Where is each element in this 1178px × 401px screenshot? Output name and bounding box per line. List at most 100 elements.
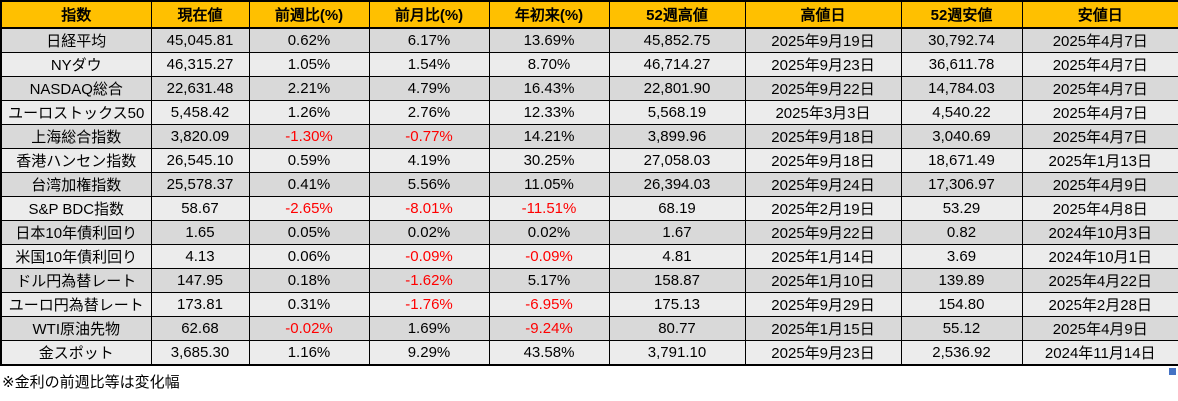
cell-low_date[interactable]: 2025年4月8日 [1021,196,1178,221]
cell-low_date[interactable]: 2024年10月1日 [1021,244,1178,269]
cell-ytd[interactable]: -6.95% [488,292,610,317]
cell-name[interactable]: NYダウ [0,52,152,77]
cell-high_date[interactable]: 2025年9月18日 [744,124,902,149]
cell-wow[interactable]: 0.06% [248,244,370,269]
cell-low52[interactable]: 18,671.49 [900,148,1023,173]
cell-ytd[interactable]: 5.17% [488,268,610,293]
cell-mom[interactable]: 1.69% [368,316,490,341]
cell-low52[interactable]: 53.29 [900,196,1023,221]
selection-fill-handle[interactable] [1169,368,1176,375]
column-header-low_date[interactable]: 安値日 [1021,0,1178,29]
cell-mom[interactable]: 4.19% [368,148,490,173]
cell-low_date[interactable]: 2024年11月14日 [1021,340,1178,366]
cell-wow[interactable]: 0.59% [248,148,370,173]
cell-current[interactable]: 173.81 [150,292,250,317]
column-header-mom[interactable]: 前月比(%) [368,0,490,29]
cell-low52[interactable]: 0.82 [900,220,1023,245]
cell-mom[interactable]: 9.29% [368,340,490,366]
cell-low52[interactable]: 154.80 [900,292,1023,317]
cell-wow[interactable]: 0.62% [248,27,370,53]
cell-current[interactable]: 5,458.42 [150,100,250,125]
cell-mom[interactable]: -0.09% [368,244,490,269]
cell-wow[interactable]: -2.65% [248,196,370,221]
cell-low_date[interactable]: 2025年4月7日 [1021,124,1178,149]
cell-ytd[interactable]: -9.24% [488,316,610,341]
cell-name[interactable]: 米国10年債利回り [0,244,152,269]
cell-low_date[interactable]: 2025年1月13日 [1021,148,1178,173]
cell-low_date[interactable]: 2025年4月7日 [1021,52,1178,77]
cell-current[interactable]: 26,545.10 [150,148,250,173]
cell-wow[interactable]: 1.16% [248,340,370,366]
cell-mom[interactable]: 1.54% [368,52,490,77]
cell-low52[interactable]: 139.89 [900,268,1023,293]
cell-wow[interactable]: -0.02% [248,316,370,341]
cell-mom[interactable]: -1.62% [368,268,490,293]
cell-mom[interactable]: 5.56% [368,172,490,197]
cell-mom[interactable]: 0.02% [368,220,490,245]
cell-name[interactable]: 香港ハンセン指数 [0,148,152,173]
cell-current[interactable]: 58.67 [150,196,250,221]
cell-current[interactable]: 46,315.27 [150,52,250,77]
cell-wow[interactable]: 0.05% [248,220,370,245]
cell-current[interactable]: 62.68 [150,316,250,341]
cell-high52[interactable]: 26,394.03 [608,172,746,197]
cell-name[interactable]: 日経平均 [0,27,152,53]
cell-name[interactable]: 日本10年債利回り [0,220,152,245]
cell-high_date[interactable]: 2025年9月24日 [744,172,902,197]
cell-high52[interactable]: 22,801.90 [608,76,746,101]
cell-low52[interactable]: 2,536.92 [900,340,1023,366]
cell-name[interactable]: 台湾加権指数 [0,172,152,197]
cell-high_date[interactable]: 2025年3月3日 [744,100,902,125]
cell-name[interactable]: NASDAQ総合 [0,76,152,101]
cell-mom[interactable]: 6.17% [368,27,490,53]
column-header-current[interactable]: 現在値 [150,0,250,29]
cell-high52[interactable]: 5,568.19 [608,100,746,125]
cell-high52[interactable]: 3,899.96 [608,124,746,149]
cell-ytd[interactable]: 16.43% [488,76,610,101]
cell-ytd[interactable]: 43.58% [488,340,610,366]
cell-wow[interactable]: 0.31% [248,292,370,317]
cell-current[interactable]: 147.95 [150,268,250,293]
cell-ytd[interactable]: -0.09% [488,244,610,269]
cell-high52[interactable]: 45,852.75 [608,27,746,53]
cell-name[interactable]: ドル円為替レート [0,268,152,293]
cell-high52[interactable]: 1.67 [608,220,746,245]
cell-current[interactable]: 1.65 [150,220,250,245]
cell-high_date[interactable]: 2025年9月19日 [744,27,902,53]
cell-high_date[interactable]: 2025年9月23日 [744,52,902,77]
cell-high_date[interactable]: 2025年1月10日 [744,268,902,293]
cell-low52[interactable]: 55.12 [900,316,1023,341]
cell-high52[interactable]: 27,058.03 [608,148,746,173]
cell-ytd[interactable]: 8.70% [488,52,610,77]
cell-high52[interactable]: 158.87 [608,268,746,293]
cell-low52[interactable]: 36,611.78 [900,52,1023,77]
cell-current[interactable]: 3,820.09 [150,124,250,149]
cell-name[interactable]: ユーロストックス50 [0,100,152,125]
cell-low52[interactable]: 14,784.03 [900,76,1023,101]
cell-low_date[interactable]: 2024年10月3日 [1021,220,1178,245]
cell-current[interactable]: 3,685.30 [150,340,250,366]
cell-mom[interactable]: -1.76% [368,292,490,317]
cell-ytd[interactable]: 30.25% [488,148,610,173]
cell-low_date[interactable]: 2025年4月7日 [1021,76,1178,101]
cell-low_date[interactable]: 2025年4月9日 [1021,316,1178,341]
cell-wow[interactable]: -1.30% [248,124,370,149]
cell-ytd[interactable]: 0.02% [488,220,610,245]
cell-high52[interactable]: 3,791.10 [608,340,746,366]
cell-high_date[interactable]: 2025年2月19日 [744,196,902,221]
cell-ytd[interactable]: 14.21% [488,124,610,149]
cell-high52[interactable]: 80.77 [608,316,746,341]
cell-wow[interactable]: 2.21% [248,76,370,101]
cell-high_date[interactable]: 2025年1月14日 [744,244,902,269]
cell-low_date[interactable]: 2025年4月7日 [1021,100,1178,125]
cell-current[interactable]: 22,631.48 [150,76,250,101]
cell-high_date[interactable]: 2025年9月22日 [744,220,902,245]
cell-wow[interactable]: 1.05% [248,52,370,77]
cell-ytd[interactable]: 11.05% [488,172,610,197]
column-header-high_date[interactable]: 高値日 [744,0,902,29]
cell-low52[interactable]: 30,792.74 [900,27,1023,53]
cell-ytd[interactable]: 12.33% [488,100,610,125]
cell-low52[interactable]: 3,040.69 [900,124,1023,149]
cell-name[interactable]: ユーロ円為替レート [0,292,152,317]
cell-mom[interactable]: -0.77% [368,124,490,149]
